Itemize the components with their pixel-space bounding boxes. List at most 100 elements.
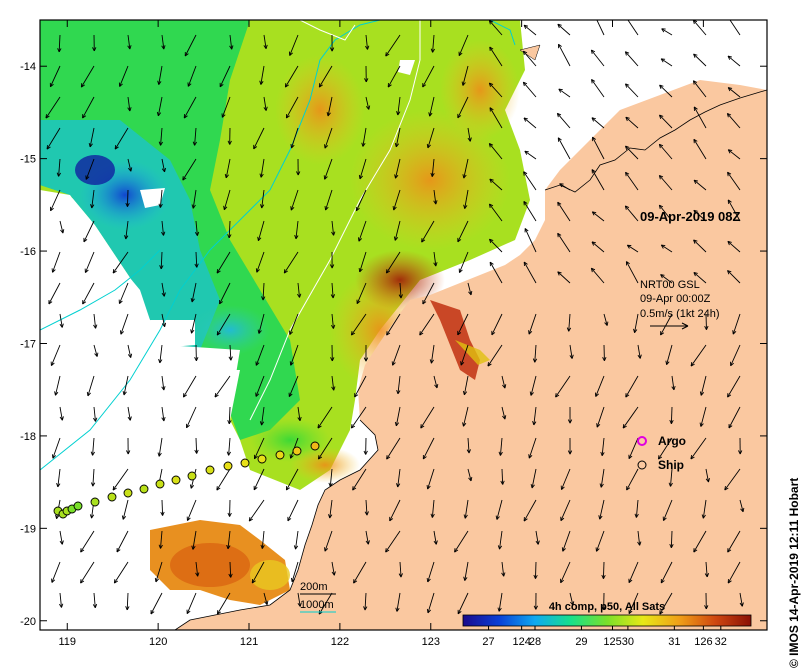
current-arrow: [253, 468, 265, 491]
current-arrow: [329, 34, 335, 52]
contour-200m-2: [299, 20, 356, 41]
current-arrow: [326, 96, 333, 117]
current-arrow: [125, 189, 130, 207]
colorbar-tick-label: 30: [622, 636, 634, 648]
current-arrow: [524, 150, 537, 160]
current-arrow: [260, 530, 265, 549]
current-arrow: [396, 375, 401, 395]
current-arrow: [365, 96, 371, 110]
current-arrow: [289, 344, 299, 366]
current-arrow: [395, 592, 401, 612]
current-arrow: [559, 183, 571, 191]
current-arrow: [324, 127, 333, 149]
current-arrow: [489, 178, 503, 191]
current-arrow: [228, 561, 233, 578]
current-arrow: [693, 53, 707, 67]
current-arrow: [248, 499, 265, 522]
current-arrow: [603, 313, 609, 326]
current-arrow: [297, 406, 302, 422]
current-arrow: [419, 313, 435, 336]
current-arrow: [458, 34, 469, 57]
current-arrow: [625, 171, 639, 191]
current-arrow: [500, 468, 505, 485]
current-arrow: [394, 158, 401, 179]
current-arrow: [296, 158, 301, 176]
contour-1000m: [40, 20, 381, 471]
current-arrow: [85, 158, 95, 180]
current-arrow: [428, 96, 435, 117]
current-arrow: [558, 43, 571, 67]
current-arrow: [532, 344, 538, 363]
colorbar-tick-label: 27: [482, 636, 494, 648]
current-arrow: [227, 127, 232, 145]
current-arrow: [693, 271, 707, 284]
current-arrow: [467, 127, 472, 142]
current-arrow: [658, 174, 673, 191]
colorbar-title: 4h comp, p50, All Sats: [549, 601, 665, 613]
current-arrow: [158, 530, 163, 549]
current-arrow: [489, 238, 503, 253]
current-arrow: [454, 530, 469, 553]
current-arrow: [124, 220, 129, 240]
current-arrow: [216, 468, 231, 491]
y-tick-label: -20: [20, 616, 36, 628]
current-arrow: [458, 251, 469, 273]
current-arrow: [317, 437, 333, 460]
current-arrow: [54, 375, 61, 396]
ship-observation-marker: [310, 441, 320, 451]
current-source-label: NRT00 GSL: [640, 279, 700, 291]
current-arrow: [523, 171, 537, 191]
current-arrow: [495, 499, 503, 520]
current-arrow: [660, 274, 673, 284]
current-arrow: [523, 24, 537, 36]
current-arrow: [297, 282, 302, 298]
current-arrow: [601, 561, 606, 579]
current-arrow: [83, 220, 95, 243]
current-arrow: [287, 499, 299, 522]
current-arrow: [363, 592, 368, 611]
current-arrow: [288, 375, 299, 398]
current-arrow: [591, 211, 605, 222]
current-arrow: [331, 375, 336, 391]
current-arrow: [317, 406, 333, 429]
current-arrow: [422, 282, 435, 305]
current-arrow: [122, 375, 129, 396]
colorbar-bar: [462, 614, 752, 627]
current-arrow: [497, 592, 503, 612]
current-arrow: [704, 561, 710, 578]
current-arrow: [182, 375, 197, 398]
current-arrow: [214, 375, 231, 398]
ship-observation-marker: [257, 454, 267, 464]
current-arrow: [426, 127, 435, 149]
current-arrow: [51, 251, 61, 273]
current-arrow: [46, 127, 61, 150]
current-arrow: [352, 468, 367, 491]
current-arrow: [194, 344, 199, 362]
current-arrow: [530, 468, 537, 489]
current-arrow: [59, 592, 64, 608]
current-arrow: [158, 189, 163, 208]
current-arrow: [328, 468, 333, 487]
current-arrow: [363, 344, 369, 362]
current-arrow: [154, 561, 163, 583]
inlet-yellow: [455, 340, 490, 365]
current-arrow: [596, 406, 605, 428]
current-arrow: [324, 189, 333, 211]
legend-argo-label: Argo: [658, 434, 686, 448]
x-tick-label: 126: [694, 636, 712, 648]
ship-observation-marker: [205, 465, 215, 475]
current-arrow: [422, 65, 435, 88]
current-arrow: [693, 138, 707, 160]
current-arrow: [324, 530, 333, 552]
current-arrow: [660, 244, 673, 253]
current-arrow: [601, 592, 606, 610]
current-arrow: [599, 468, 605, 488]
current-arrow: [290, 561, 299, 583]
current-arrow: [557, 232, 571, 253]
current-arrow: [251, 561, 265, 584]
current-arrow: [690, 437, 707, 460]
current-arrow: [467, 282, 473, 296]
current-arrow: [625, 20, 639, 36]
y-tick-label: -16: [20, 246, 36, 258]
